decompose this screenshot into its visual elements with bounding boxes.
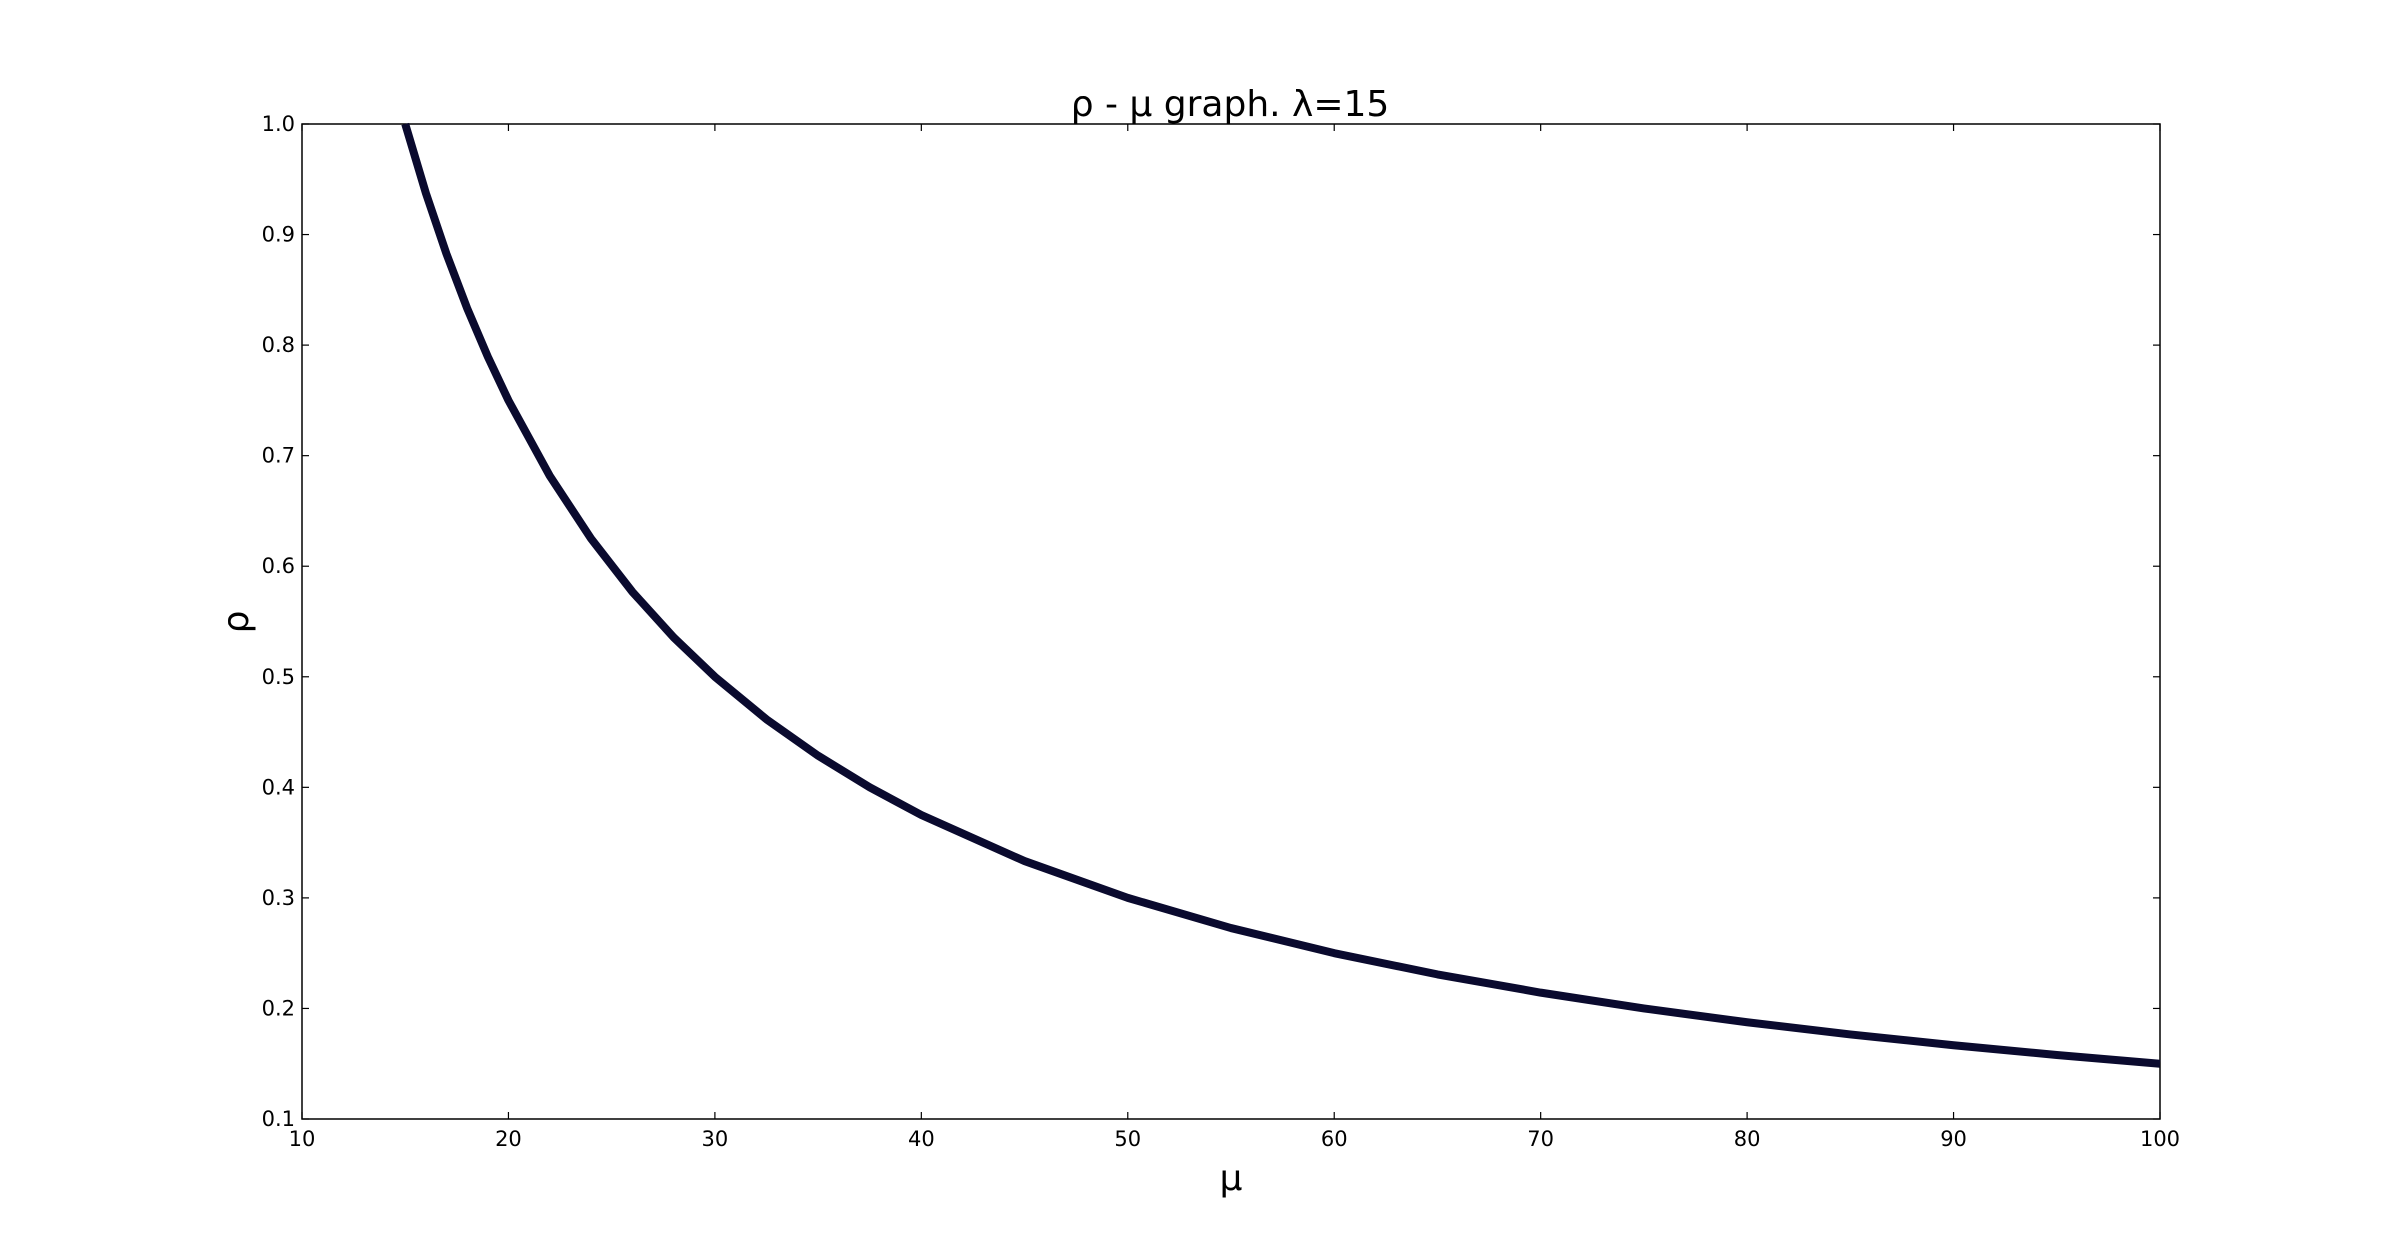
x-axis-title: μ [1220,1158,1243,1199]
x-tick-label: 100 [2140,1127,2180,1151]
x-tick-label: 40 [908,1127,935,1151]
y-tick-label: 0.3 [262,886,295,910]
y-axis-title: ρ [216,611,257,634]
y-tick-label: 0.6 [262,554,295,578]
x-tick-label: 60 [1321,1127,1348,1151]
x-tick-label: 20 [495,1127,522,1151]
y-tick-label: 0.4 [262,775,295,799]
y-tick-label: 0.7 [262,444,295,468]
y-tick-label: 1.0 [262,112,295,136]
x-tick-label: 10 [289,1127,316,1151]
plot-area: 10 20 30 40 50 60 70 80 90 100 0.1 0.2 0.3 0.4 0.5 0.6… [262,112,2180,1151]
data-layer [401,122,2161,1068]
y-tick-label: 0.5 [262,665,295,689]
chart-title: ρ - μ graph. λ=15 [1071,84,1390,125]
y-tick-label: 0.8 [262,333,295,357]
x-tick-label: 80 [1734,1127,1761,1151]
y-tick-label: 0.2 [262,996,295,1020]
x-tick-label: 50 [1114,1127,1141,1151]
x-tick-label: 90 [1940,1127,1967,1151]
y-tick-label: 0.9 [262,223,295,247]
x-tick-label: 30 [702,1127,729,1151]
x-tick-label: 70 [1527,1127,1554,1151]
y-tick-label: 0.1 [262,1107,295,1131]
y-axis-ticks: 0.1 0.2 0.3 0.4 0.5 0.6 0.7 0.8 0.9 1.0 [262,112,2160,1131]
plot-frame [301,123,2161,1120]
x-axis-ticks: 10 20 30 40 50 60 70 80 90 100 [289,124,2180,1151]
series-line-0 [401,122,2161,1068]
